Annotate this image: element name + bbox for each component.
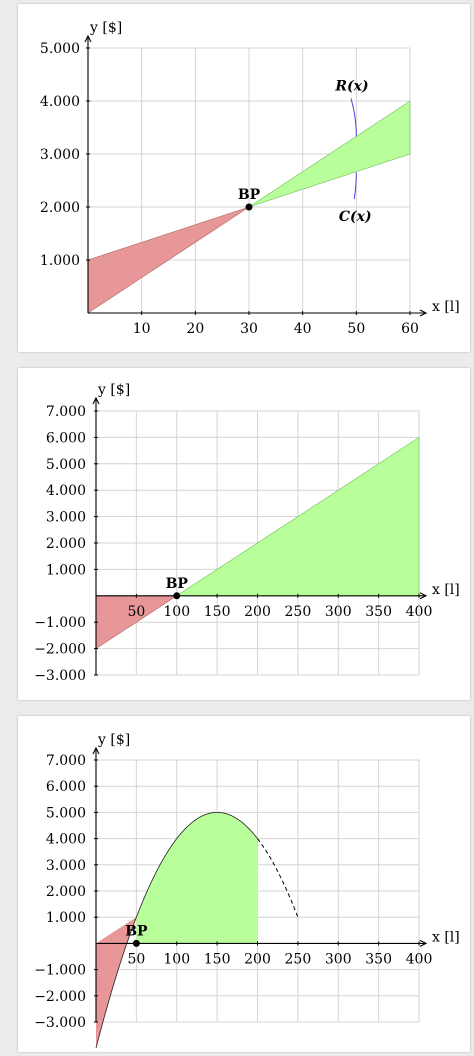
chart1-x-tick-label: 40 <box>294 321 312 337</box>
chart1-r-label-pointer <box>350 98 357 137</box>
chart3-profit-area <box>136 812 258 944</box>
chart3-loss-area <box>96 917 137 1049</box>
chart3-y-tick-label: −1.000 <box>34 963 86 979</box>
chart3-x-tick-label: 250 <box>285 951 312 967</box>
chart1-y-tick-label: 1.000 <box>40 253 80 269</box>
chart3-y-tick-label: −3.000 <box>34 1015 86 1031</box>
chart1-x-tick-label: 10 <box>133 321 151 337</box>
chart2-x-tick-label: 100 <box>163 604 190 620</box>
chart1-x-tick-label: 60 <box>401 321 419 337</box>
chart2-y-tick-label: 1.000 <box>46 562 86 578</box>
chart3-y-tick-label: 7.000 <box>46 753 86 769</box>
chart3-x-tick-label: 350 <box>365 951 392 967</box>
chart2-x-tick-label: 250 <box>285 604 312 620</box>
chart-panel-1: x [l] y [$] 10 20 30 40 50 60 1.000 2.000 3.000 4.0… <box>18 4 470 352</box>
chart2-x-tick-label: 350 <box>365 604 392 620</box>
chart1-x-tick-label: 30 <box>240 321 258 337</box>
chart1-y-tick-label: 5.000 <box>40 41 80 57</box>
chart1-x-axis-arrow <box>419 309 428 317</box>
chart3-x-tick-label: 300 <box>325 951 352 967</box>
chart2-x-tick-label: 200 <box>244 604 271 620</box>
chart3-y-tick-label: 4.000 <box>46 832 86 848</box>
chart3-y-tick-label: 6.000 <box>46 779 86 795</box>
chart3-curve-dashed <box>257 838 299 918</box>
chart2-y-tick-label: −1.000 <box>34 615 86 631</box>
chart1-y-axis-arrow <box>84 34 92 43</box>
chart2-y-axis-arrow <box>92 396 100 405</box>
chart3-x-tick-label: 400 <box>406 951 433 967</box>
chart2-x-tick-label: 300 <box>325 604 352 620</box>
chart2-y-tick-label: 3.000 <box>46 510 86 526</box>
chart2-x-axis-title: x [l] <box>432 582 460 598</box>
chart1-break-even-label: BP <box>238 187 261 203</box>
chart3-break-even-label: BP <box>125 923 148 939</box>
chart3-x-tick-label: 50 <box>127 951 145 967</box>
chart1-profit-area <box>248 100 411 208</box>
chart-panel-2: x [l] y [$] 50 100 150 200 250 300 350 400 −3.000 −… <box>18 368 470 700</box>
chart1-y-axis-title: y [$] <box>89 20 122 36</box>
chart1-x-tick-label: 50 <box>347 321 365 337</box>
chart3-x-axis-title: x [l] <box>432 929 460 945</box>
chart1-c-label: C(x) <box>339 209 372 225</box>
chart2-y-tick-label: −2.000 <box>34 642 86 658</box>
chart3-y-axis-arrow <box>92 746 100 755</box>
chart1-break-even-point <box>245 203 253 211</box>
chart1-y-tick-label: 3.000 <box>40 147 80 163</box>
chart1-x-tick-label: 20 <box>186 321 204 337</box>
chart2-x-axis-arrow <box>419 592 428 600</box>
chart2-x-tick-label: 150 <box>204 604 231 620</box>
chart3-y-tick-label: −2.000 <box>34 989 86 1005</box>
chart2-y-tick-label: 7.000 <box>46 404 86 420</box>
chart3-x-tick-label: 200 <box>244 951 271 967</box>
chart-3-canvas: x [l] y [$] 50 100 150 200 250 300 350 400 −3.000 −… <box>34 732 460 1049</box>
chart3-curve <box>95 811 258 1049</box>
chart3-x-axis-arrow <box>419 939 428 947</box>
chart3-x-tick-label: 150 <box>204 951 231 967</box>
chart1-r-label: R(x) <box>334 79 368 95</box>
chart2-y-axis-title: y [$] <box>97 382 130 398</box>
chart-1-canvas: x [l] y [$] 10 20 30 40 50 60 1.000 2.000 3.000 4.0… <box>40 20 460 337</box>
chart1-x-axis-title: x [l] <box>432 299 460 315</box>
chart1-c-label-pointer <box>353 172 357 200</box>
chart3-y-axis-title: y [$] <box>97 732 130 748</box>
chart2-x-tick-label: 50 <box>127 604 145 620</box>
chart2-y-tick-label: 4.000 <box>46 483 86 499</box>
chart2-x-tick-label: 400 <box>406 604 433 620</box>
chart3-x-tick-label: 100 <box>163 951 190 967</box>
chart1-y-tick-label: 4.000 <box>40 94 80 110</box>
chart2-break-even-label: BP <box>166 576 189 592</box>
chart2-y-tick-label: 6.000 <box>46 430 86 446</box>
chart-2-canvas: x [l] y [$] 50 100 150 200 250 300 350 400 −3.000 −… <box>34 382 460 684</box>
chart1-y-tick-label: 2.000 <box>40 200 80 216</box>
chart3-y-tick-label: 5.000 <box>46 805 86 821</box>
chart2-break-even-point <box>173 592 181 600</box>
chart3-break-even-point <box>132 939 140 947</box>
chart2-y-tick-label: −3.000 <box>34 668 86 684</box>
chart2-y-tick-label: 2.000 <box>46 536 86 552</box>
chart3-y-tick-label: 2.000 <box>46 884 86 900</box>
chart-panel-3: x [l] y [$] 50 100 150 200 250 300 350 400 −3.000 −… <box>18 716 470 1052</box>
chart3-y-tick-label: 3.000 <box>46 858 86 874</box>
chart2-y-tick-label: 5.000 <box>46 457 86 473</box>
chart3-y-tick-label: 1.000 <box>46 910 86 926</box>
